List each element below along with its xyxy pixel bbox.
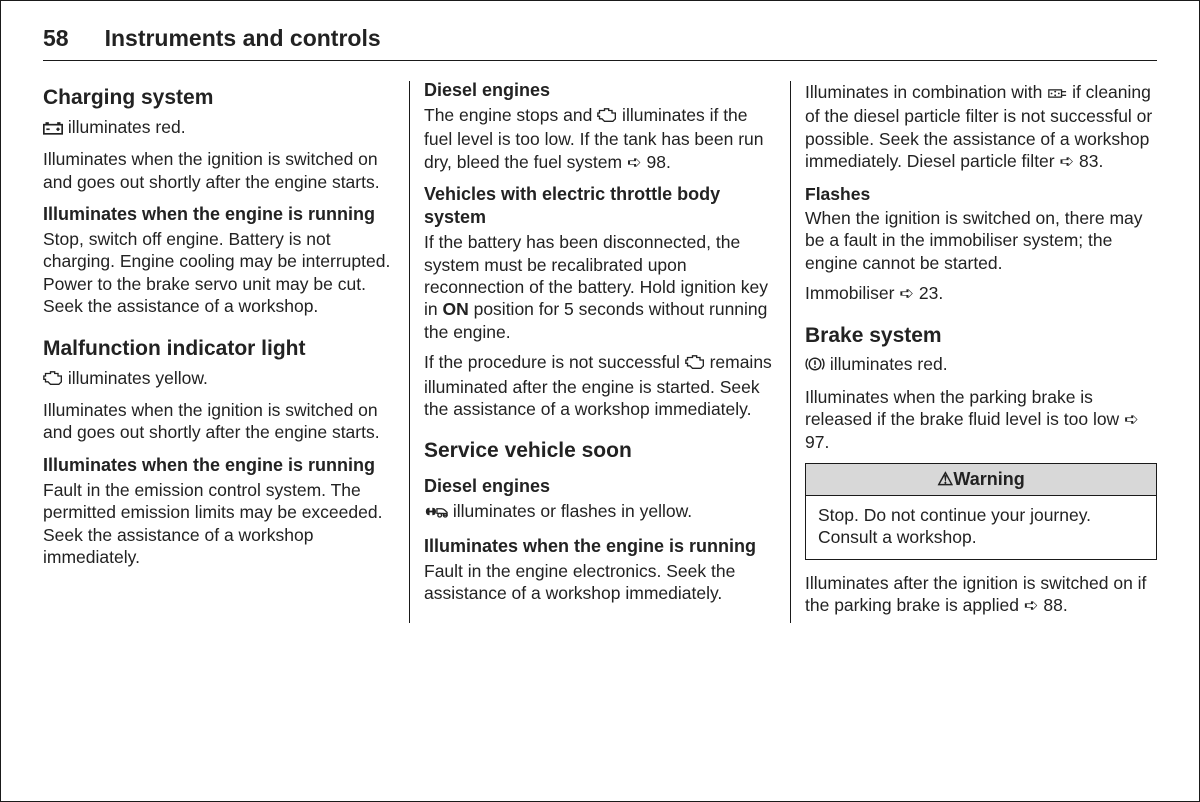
particle-filter-icon <box>1047 83 1067 105</box>
page-ref-arrow-icon: ➪ <box>1124 409 1139 429</box>
brake-circle-icon <box>805 355 825 377</box>
paragraph: Stop, switch off engine. Battery is not … <box>43 228 395 318</box>
engine-icon <box>597 106 617 128</box>
paragraph: illuminates yellow. <box>43 367 395 391</box>
warning-label: Warning <box>953 469 1024 489</box>
subheading: Illuminates when the engine is running <box>43 203 395 226</box>
text: If the procedure is not successful <box>424 352 685 372</box>
column-3: Illuminates in combination with if clean… <box>791 79 1157 625</box>
column-2: Diesel engines The engine stops and illu… <box>410 79 790 625</box>
page-ref: 88. <box>1039 595 1068 615</box>
subheading-throttle-body: Vehicles with electric throttle body sys… <box>424 183 776 229</box>
warning-box: ⚠Warning Stop. Do not continue your jour… <box>805 463 1157 560</box>
paragraph: Illuminates after the ignition is switch… <box>805 572 1157 617</box>
subheading-diesel-engines: Diesel engines <box>424 475 776 498</box>
paragraph: The engine stops and illuminates if the … <box>424 104 776 173</box>
warning-header: ⚠Warning <box>806 464 1156 496</box>
heading-brake-system: Brake system <box>805 323 1157 350</box>
page-header: 58 Instruments and controls <box>43 25 1157 61</box>
paragraph: illuminates red. <box>805 353 1157 377</box>
paragraph: If the battery has been disconnected, th… <box>424 231 776 343</box>
paragraph: Illuminates when the parking brake is re… <box>805 386 1157 453</box>
text: position for 5 seconds without running t… <box>424 299 767 341</box>
warning-body: Stop. Do not continue your journey. Cons… <box>806 496 1156 559</box>
subheading-flashes: Flashes <box>805 183 1157 205</box>
paragraph: illuminates or flashes in yellow. <box>424 500 776 524</box>
heading-malfunction-indicator: Malfunction indicator light <box>43 336 395 363</box>
paragraph: If the procedure is not successful remai… <box>424 351 776 420</box>
page-ref-arrow-icon: ➪ <box>899 283 914 303</box>
text: Illuminates when the parking brake is re… <box>805 387 1124 429</box>
text: illuminates or flashes in yellow. <box>448 501 692 521</box>
paragraph: Illuminates in combination with if clean… <box>805 81 1157 173</box>
paragraph: Illuminates when the ignition is switche… <box>43 399 395 444</box>
paragraph: Fault in the emission control system. Th… <box>43 479 395 569</box>
text: The engine stops and <box>424 105 597 125</box>
subheading: Illuminates when the engine is running <box>43 454 395 477</box>
heading-charging-system: Charging system <box>43 85 395 112</box>
text: illuminates red. <box>825 354 948 374</box>
engine-icon <box>685 353 705 375</box>
paragraph: Illuminates when the ignition is switche… <box>43 148 395 193</box>
page-number: 58 <box>43 25 69 52</box>
column-1: Charging system illuminates red. Illumin… <box>43 79 409 625</box>
wrench-car-icon <box>424 502 448 524</box>
page-ref: 83. <box>1074 151 1103 171</box>
text-bold: ON <box>442 299 468 319</box>
text: Illuminates after the ignition is switch… <box>805 573 1146 615</box>
text: Immobiliser <box>805 283 899 303</box>
content-columns: Charging system illuminates red. Illumin… <box>43 79 1157 625</box>
manual-page: 58 Instruments and controls Charging sys… <box>0 0 1200 802</box>
chapter-title: Instruments and controls <box>105 25 381 52</box>
page-ref: 23. <box>914 283 943 303</box>
battery-icon <box>43 118 63 140</box>
page-ref: 97. <box>805 432 829 452</box>
subheading: Illuminates when the engine is running <box>424 535 776 558</box>
engine-icon <box>43 369 63 391</box>
paragraph: illuminates red. <box>43 116 395 140</box>
paragraph: When the ignition is switched on, there … <box>805 207 1157 274</box>
page-ref-arrow-icon: ➪ <box>1059 151 1074 171</box>
warning-triangle-icon: ⚠ <box>937 469 953 489</box>
paragraph: Immobiliser ➪ 23. <box>805 282 1157 304</box>
text: illuminates red. <box>63 117 186 137</box>
page-ref: 98. <box>642 152 671 172</box>
subheading-diesel-engines: Diesel engines <box>424 79 776 102</box>
text: Illuminates in combination with <box>805 82 1047 102</box>
paragraph: Fault in the engine electronics. Seek th… <box>424 560 776 605</box>
heading-service-vehicle-soon: Service vehicle soon <box>424 438 776 465</box>
text: illuminates yellow. <box>63 368 208 388</box>
page-ref-arrow-icon: ➪ <box>627 152 642 172</box>
page-ref-arrow-icon: ➪ <box>1024 595 1039 615</box>
